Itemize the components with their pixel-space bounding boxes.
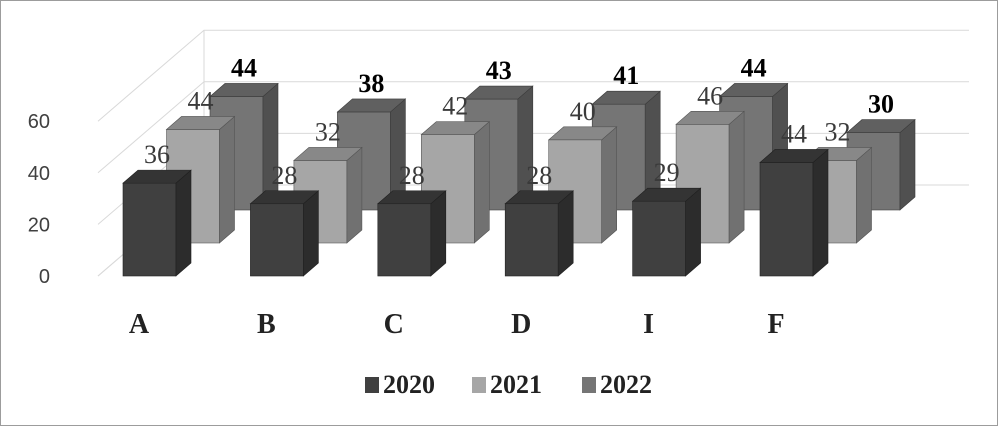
data-label: 28: [526, 161, 552, 190]
bar-top: [463, 85, 534, 100]
bar-side: [601, 126, 618, 244]
legend-swatch: [365, 377, 379, 393]
bar-side: [219, 115, 235, 244]
y-tick-label: 0: [39, 266, 50, 288]
bar-side: [303, 190, 319, 277]
bar-top: [336, 98, 407, 113]
bar: [631, 187, 702, 277]
bar-front: [250, 203, 304, 277]
bar-top: [759, 149, 829, 163]
bar-side: [557, 190, 574, 277]
bar-side: [728, 110, 745, 244]
bar-side: [812, 148, 829, 277]
bar-top: [718, 83, 789, 97]
legend-swatch: [582, 377, 596, 393]
data-label: 28: [399, 161, 425, 190]
data-label: 28: [271, 161, 297, 190]
bar-side: [346, 146, 363, 244]
bar-top: [293, 147, 363, 161]
data-label: 30: [868, 90, 894, 119]
legend-item: 2021: [472, 370, 542, 399]
bar: [504, 190, 575, 277]
legend-label: 2022: [600, 370, 652, 399]
legend-label: 2020: [383, 370, 435, 399]
data-label: 42: [442, 92, 468, 121]
data-labels: 44 38 43 41 44 30 44 32 42 40 46 32 36 28 28 28 29 44: [144, 53, 894, 189]
legend: 2020 2021 2022: [365, 370, 652, 399]
legend-item: 2022: [582, 370, 652, 399]
data-label: 32: [315, 117, 341, 146]
data-label: 41: [613, 61, 639, 90]
legend-swatch: [472, 377, 486, 393]
bar-top: [376, 190, 447, 205]
bar-top: [631, 187, 702, 202]
y-tick-label: 40: [28, 163, 50, 185]
bar-top: [547, 126, 618, 141]
x-tick-label: I: [643, 309, 654, 340]
data-label: 46: [697, 81, 723, 110]
bar-top: [846, 119, 916, 133]
gridline: [97, 29, 969, 122]
bar: [591, 90, 662, 211]
data-label: 44: [188, 86, 214, 115]
data-label: 40: [570, 97, 596, 126]
bar: [846, 118, 916, 211]
data-label: 38: [358, 69, 384, 98]
x-tick-label: A: [129, 309, 150, 340]
bars: [122, 82, 916, 277]
bar-front: [377, 203, 432, 277]
data-label: 43: [486, 56, 512, 85]
bar-side: [473, 120, 490, 244]
bar-front: [504, 203, 559, 277]
bar: [376, 190, 447, 277]
bar: [122, 169, 192, 277]
bar-top: [165, 116, 236, 130]
bar-top: [122, 169, 192, 184]
y-axis: 0 20 40 60: [28, 111, 50, 288]
bar-top: [504, 190, 575, 205]
bar-top: [249, 190, 320, 205]
data-label: 29: [654, 158, 680, 187]
bar: [249, 190, 320, 277]
bar: [759, 148, 829, 277]
bar-top: [591, 90, 662, 105]
bar-top: [209, 83, 279, 97]
x-tick-label: B: [257, 309, 276, 340]
legend-item: 2020: [365, 370, 435, 399]
bar-top: [675, 111, 745, 125]
data-label: 44: [741, 53, 767, 82]
y-tick-label: 20: [28, 214, 50, 236]
gridline: [97, 81, 969, 174]
bar-side: [685, 187, 701, 277]
data-label: 44: [781, 119, 807, 148]
bar-front: [632, 200, 686, 277]
bar-side: [175, 169, 192, 277]
bar-top: [420, 121, 491, 135]
legend-label: 2021: [490, 370, 542, 399]
data-label: 44: [231, 53, 257, 82]
bar-side: [430, 190, 447, 277]
x-tick-label: C: [384, 309, 404, 340]
x-tick-label: D: [511, 309, 531, 340]
bar-side: [856, 146, 872, 244]
bar-front: [759, 162, 814, 277]
data-label: 32: [825, 117, 851, 146]
bar-side: [899, 118, 916, 211]
bar-front: [122, 182, 177, 277]
x-tick-label: F: [767, 309, 784, 340]
y-tick-label: 60: [28, 111, 50, 133]
data-label: 36: [144, 140, 170, 169]
